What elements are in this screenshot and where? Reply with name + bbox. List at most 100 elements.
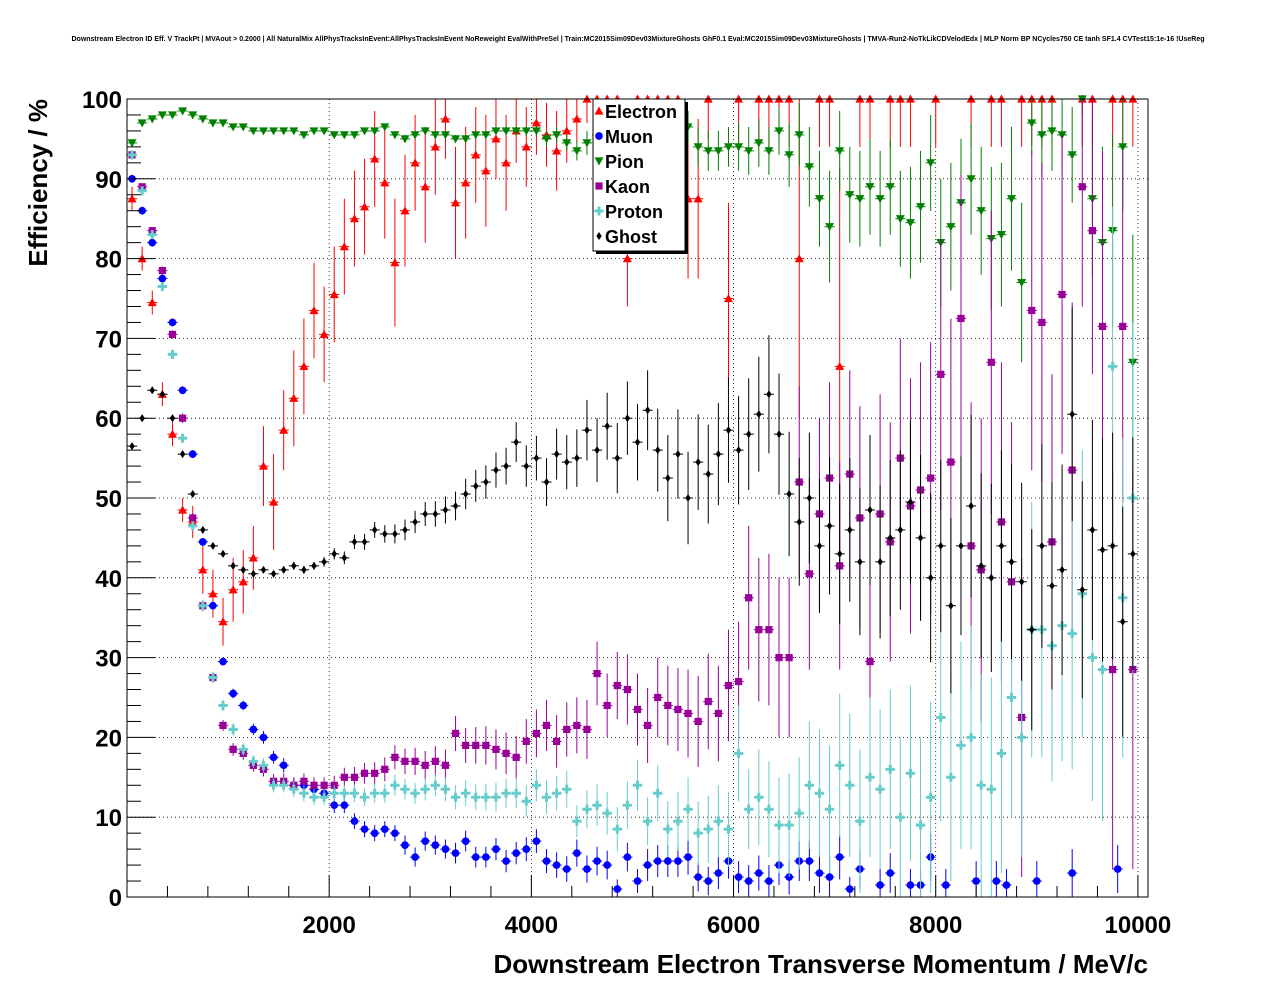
- muon-point: [330, 801, 339, 810]
- muon-point: [431, 841, 440, 849]
- pion-point: [804, 163, 814, 172]
- electron-point: [309, 305, 319, 315]
- proton-point: [178, 433, 188, 443]
- muon-point: [815, 869, 824, 877]
- proton-point: [905, 768, 915, 778]
- ghost-point: [523, 462, 530, 471]
- proton-point: [339, 788, 349, 798]
- ghost-point: [806, 493, 813, 503]
- proton-point: [542, 792, 552, 802]
- electron-point: [147, 297, 157, 307]
- pion-point: [1047, 127, 1057, 136]
- kaon-point: [664, 701, 672, 710]
- pion-point: [137, 119, 147, 128]
- electron-point: [329, 290, 339, 299]
- ghost-point: [917, 533, 924, 542]
- muon-point: [461, 837, 470, 845]
- ghost-point: [745, 430, 752, 439]
- pion-point: [289, 127, 299, 136]
- muon-point: [573, 849, 581, 857]
- kaon-point: [937, 370, 945, 378]
- muon-point: [583, 865, 591, 873]
- ghost-point: [291, 561, 297, 570]
- proton-point: [643, 816, 653, 826]
- ghost-point: [1089, 525, 1096, 534]
- muon-point: [441, 845, 450, 853]
- pion-point: [855, 195, 865, 204]
- muon-point: [694, 873, 702, 881]
- ghost-point: [179, 450, 186, 459]
- kaon-point: [785, 654, 793, 662]
- electron-point: [289, 393, 299, 402]
- proton-point: [734, 748, 744, 758]
- proton-point: [895, 812, 905, 822]
- proton-point: [248, 756, 258, 766]
- ghost-point: [412, 517, 418, 526]
- pion-point: [774, 127, 784, 136]
- kaon-point: [391, 753, 399, 761]
- proton-point: [531, 780, 541, 790]
- muon-point: [168, 318, 177, 327]
- kaon-point: [593, 669, 601, 678]
- ghost-point: [503, 462, 509, 471]
- electron-point: [349, 214, 359, 223]
- proton-point: [885, 764, 895, 774]
- ghost-point: [685, 493, 691, 503]
- pion-point: [208, 119, 218, 128]
- muon-point: [1032, 877, 1041, 885]
- chart-title: Downstream Electron ID Eff. V TrackPt | …: [71, 36, 1205, 43]
- muon-point: [704, 877, 713, 885]
- proton-point: [916, 820, 926, 830]
- muon-point: [734, 873, 743, 881]
- proton-point: [198, 601, 208, 611]
- series-muon: [127, 174, 1123, 897]
- y-tick-label: 40: [95, 566, 122, 593]
- electron-point: [198, 565, 208, 574]
- pion-point: [542, 135, 552, 144]
- ghost-point: [927, 573, 934, 582]
- muon-point: [209, 601, 217, 610]
- pion-point: [885, 183, 895, 192]
- proton-point: [986, 784, 996, 794]
- electron-point: [238, 577, 248, 586]
- ghost-point: [190, 489, 196, 499]
- ghost-point: [836, 549, 843, 558]
- kaon-point: [431, 757, 439, 765]
- proton-point: [390, 780, 400, 790]
- ghost-point: [867, 505, 873, 515]
- muon-point: [754, 869, 763, 877]
- kaon-point: [866, 657, 874, 666]
- pion-point: [572, 147, 582, 156]
- proton-point: [804, 780, 814, 790]
- kaon-point: [360, 769, 369, 777]
- ghost-point: [574, 454, 580, 463]
- kaon-point: [340, 773, 348, 781]
- kaon-point: [492, 745, 500, 753]
- proton-point: [461, 788, 471, 798]
- ghost-point: [301, 565, 307, 574]
- proton-point: [784, 820, 794, 830]
- kaon-point: [502, 749, 510, 757]
- pion-point: [916, 203, 926, 212]
- muon-point: [825, 873, 834, 881]
- ghost-point: [715, 450, 722, 459]
- proton-point: [966, 732, 976, 742]
- pion-point: [814, 195, 824, 204]
- ghost-point: [826, 521, 833, 530]
- kaon-point: [644, 721, 652, 730]
- ghost-point: [169, 414, 176, 423]
- ghost-point: [220, 549, 226, 558]
- muon-point: [259, 733, 268, 742]
- ghost-point: [129, 442, 135, 451]
- proton-point: [926, 792, 936, 802]
- ghost-point: [564, 458, 570, 467]
- ghost-point: [756, 410, 762, 419]
- kaon-point: [927, 474, 935, 482]
- pion-point: [784, 151, 794, 160]
- pion-point: [269, 127, 279, 136]
- muon-point: [451, 849, 460, 857]
- ghost-point: [776, 430, 782, 439]
- muon-point: [623, 853, 632, 861]
- muon-point: [482, 853, 490, 861]
- proton-point: [521, 796, 531, 806]
